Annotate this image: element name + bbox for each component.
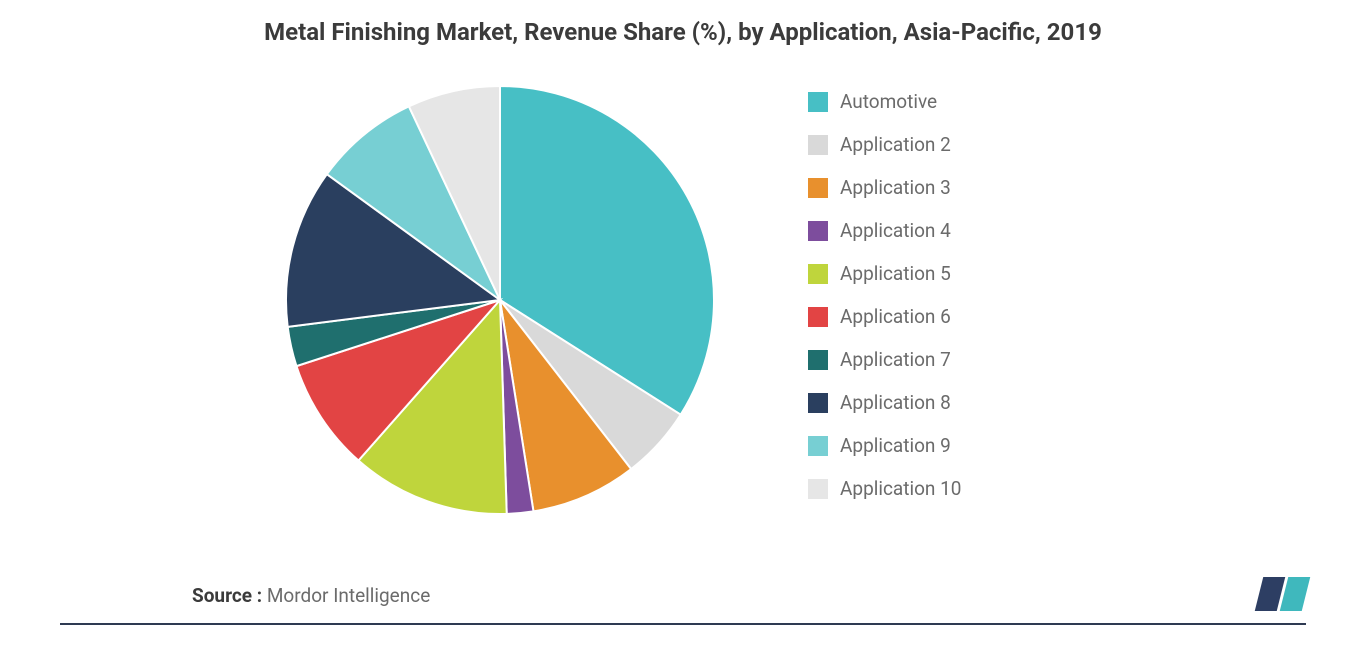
legend-label: Application 9	[840, 434, 951, 457]
legend-item: Application 6	[808, 305, 1108, 328]
legend-label: Application 2	[840, 133, 951, 156]
legend-swatch	[808, 221, 828, 241]
legend-swatch	[808, 92, 828, 112]
source-value: Mordor Intelligence	[267, 584, 430, 607]
legend-label: Automotive	[840, 90, 937, 113]
legend-item: Automotive	[808, 90, 1108, 113]
legend-item: Application 8	[808, 391, 1108, 414]
chart-title: Metal Finishing Market, Revenue Share (%…	[0, 18, 1366, 46]
source-citation: Source : Mordor Intelligence	[192, 584, 430, 607]
chart-container: Metal Finishing Market, Revenue Share (%…	[0, 0, 1366, 655]
legend-swatch	[808, 135, 828, 155]
pie-chart	[280, 80, 720, 520]
legend-swatch	[808, 264, 828, 284]
legend-swatch	[808, 350, 828, 370]
legend: Automotive Application 2 Application 3 Appl…	[808, 90, 1108, 520]
legend-item: Application 9	[808, 434, 1108, 457]
legend-label: Application 8	[840, 391, 951, 414]
legend-label: Application 3	[840, 176, 951, 199]
legend-label: Application 5	[840, 262, 951, 285]
brand-logo	[1259, 577, 1306, 611]
legend-label: Application 10	[840, 477, 962, 500]
legend-item: Application 5	[808, 262, 1108, 285]
legend-swatch	[808, 479, 828, 499]
legend-swatch	[808, 307, 828, 327]
legend-label: Application 7	[840, 348, 951, 371]
legend-item: Application 3	[808, 176, 1108, 199]
legend-label: Application 6	[840, 305, 951, 328]
legend-swatch	[808, 178, 828, 198]
legend-item: Application 4	[808, 219, 1108, 242]
footer-divider	[60, 623, 1306, 625]
legend-swatch	[808, 393, 828, 413]
logo-bar-2	[1280, 577, 1310, 611]
legend-item: Application 2	[808, 133, 1108, 156]
legend-item: Application 7	[808, 348, 1108, 371]
source-label: Source :	[192, 584, 262, 607]
legend-label: Application 4	[840, 219, 951, 242]
legend-swatch	[808, 436, 828, 456]
legend-item: Application 10	[808, 477, 1108, 500]
